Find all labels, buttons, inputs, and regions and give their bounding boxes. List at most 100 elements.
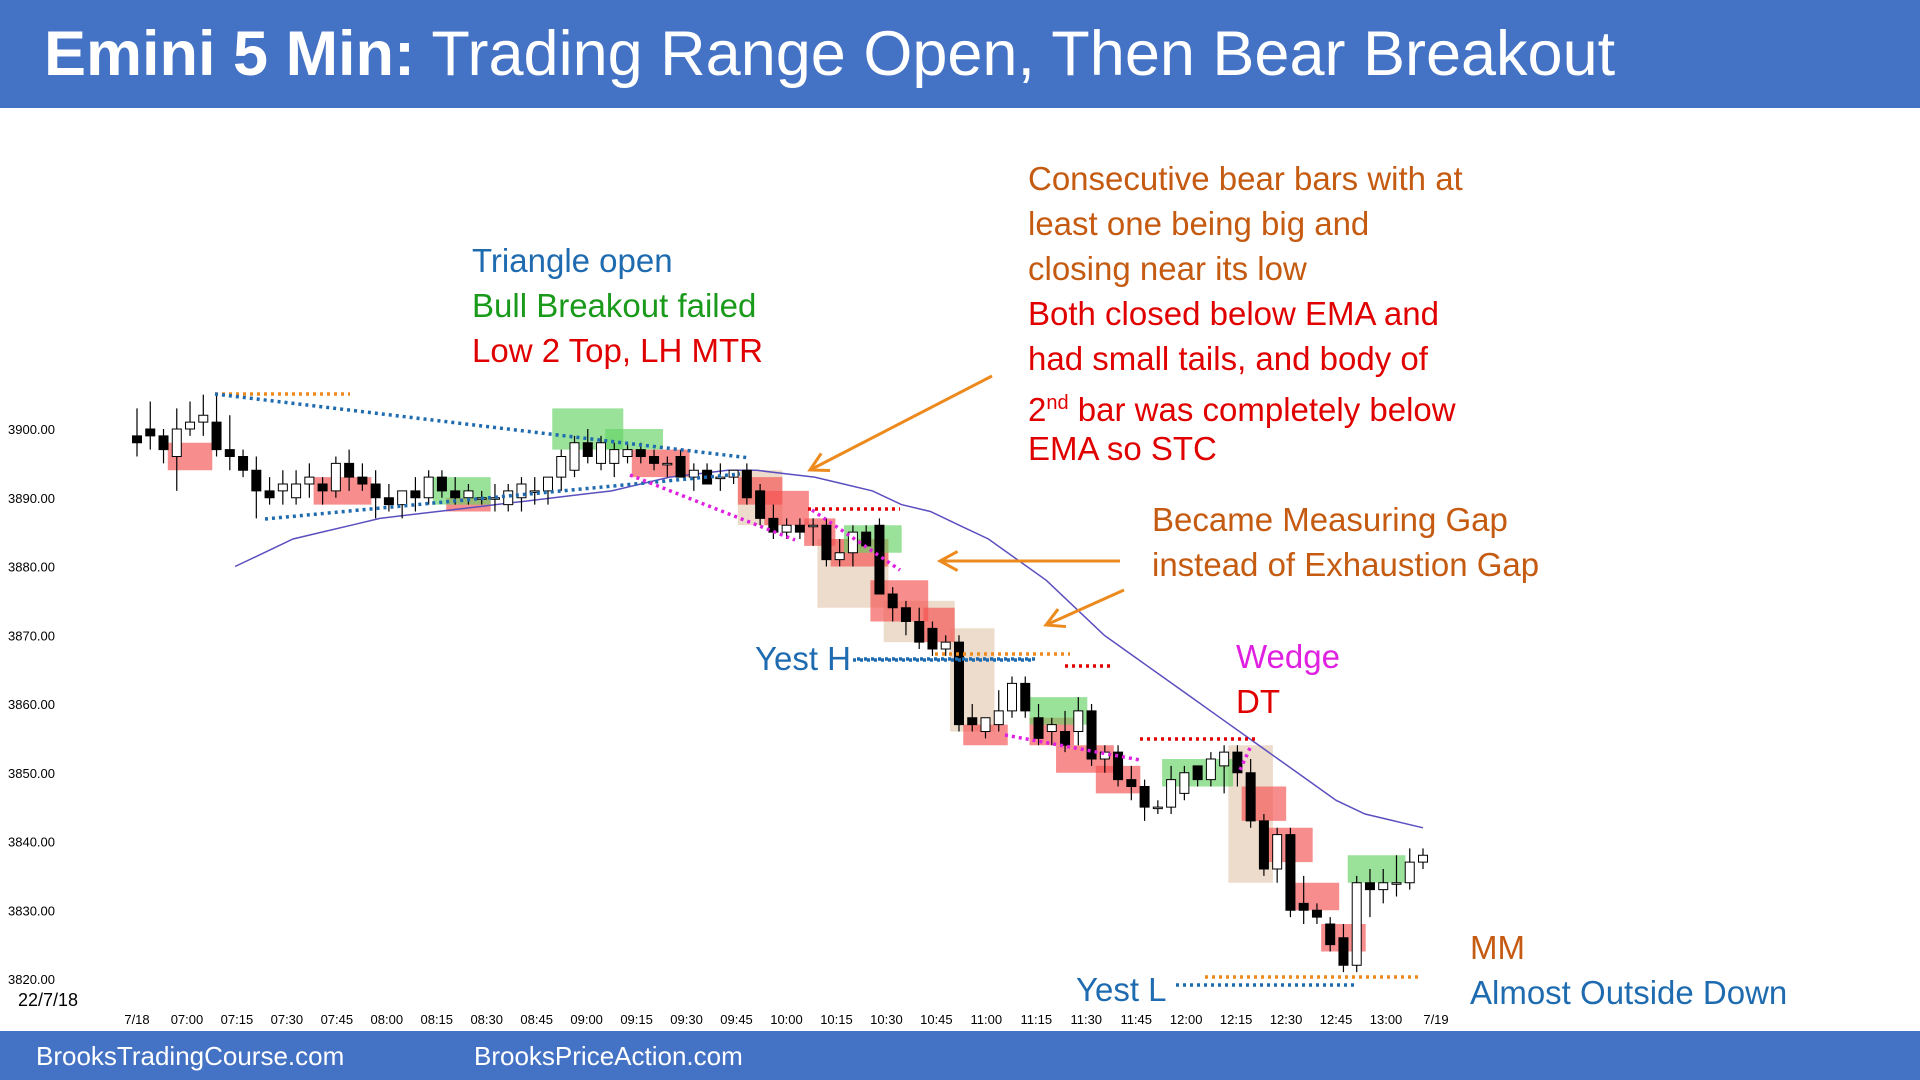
x-tick-label: 13:00 <box>1370 1012 1403 1027</box>
candle-body <box>582 442 593 457</box>
dt-label: DT <box>1236 683 1280 720</box>
candle-body <box>1139 786 1150 808</box>
y-tick-label: 3890.00 <box>8 491 55 506</box>
candle-body <box>1364 882 1375 891</box>
x-tick-label: 11:15 <box>1021 1012 1053 1027</box>
footer-left-link[interactable]: BrooksTradingCourse.com <box>36 1041 345 1071</box>
candle-body <box>1205 758 1216 781</box>
candle-body <box>967 717 978 726</box>
x-tick-label: 08:30 <box>470 1012 503 1027</box>
candle-body <box>1404 861 1415 884</box>
both-closed-line-2: had small tails, and body of <box>1028 340 1428 377</box>
candle-body <box>940 641 951 650</box>
candle-body <box>198 414 209 423</box>
candle-body <box>185 421 196 430</box>
y-tick-label: 3880.00 <box>8 560 55 575</box>
title-bold: Emini 5 Min: <box>44 19 416 89</box>
candle-body <box>344 462 355 478</box>
candle-body <box>927 627 938 650</box>
candle-body <box>688 469 699 478</box>
dotted-line <box>1004 733 1141 762</box>
candle-body <box>463 490 474 499</box>
yest-l-label: Yest L <box>1076 971 1167 1008</box>
x-tick-label: 08:00 <box>371 1012 404 1027</box>
measuring-gap-line-2: instead of Exhaustion Gap <box>1152 546 1540 583</box>
candle-body <box>277 483 288 492</box>
candle-body <box>264 490 275 499</box>
x-tick-label: 10:15 <box>820 1012 853 1027</box>
title-rest: Trading Range Open, Then Bear Breakout <box>415 19 1616 89</box>
candle-body <box>675 456 686 478</box>
candle-body <box>1086 710 1097 760</box>
candle-body <box>436 476 447 492</box>
candle-body <box>622 449 633 457</box>
candle-body <box>953 641 964 726</box>
x-tick-label: 07:15 <box>221 1012 254 1027</box>
candle-body <box>410 490 421 499</box>
candle-body <box>662 462 673 466</box>
candle-body <box>238 456 249 471</box>
y-tick-label: 3820.00 <box>8 972 55 987</box>
mm-label: MM <box>1470 929 1525 966</box>
candle-body <box>516 483 527 499</box>
candle-body <box>1219 751 1230 767</box>
candle-body <box>1418 854 1428 863</box>
dotted-line <box>214 392 751 460</box>
candle-body <box>900 607 911 622</box>
x-tick-label: 7/18 <box>124 1012 149 1027</box>
arrow-shaft <box>1045 588 1125 627</box>
yest-h-label: Yest H <box>755 640 852 677</box>
x-tick-label: 11:00 <box>971 1012 1003 1027</box>
candle-body <box>1152 806 1163 810</box>
candle-body <box>224 449 235 457</box>
ema-line <box>234 469 1424 829</box>
y-tick-label: 3870.00 <box>8 628 55 643</box>
candle-body <box>1007 682 1018 712</box>
candle-body <box>1272 834 1283 870</box>
chart-title: Emini 5 Min: Trading Range Open, Then Be… <box>44 18 1615 90</box>
candle-body <box>702 469 713 485</box>
second-bar-num: 2 <box>1028 391 1047 428</box>
candle-body <box>808 524 819 528</box>
candle-body <box>1126 779 1137 787</box>
x-tick-label: 12:00 <box>1170 1012 1203 1027</box>
candle-body <box>171 428 182 457</box>
y-tick-label: 3840.00 <box>8 835 55 850</box>
candle-body <box>1060 731 1071 746</box>
consecutive-bear-line-1: Consecutive bear bars with at <box>1028 160 1463 197</box>
candle-body <box>635 449 646 457</box>
x-tick-label: 07:30 <box>271 1012 304 1027</box>
consecutive-bear-line-2: least one being big and <box>1028 205 1370 242</box>
footer-right-link[interactable]: BrooksPriceAction.com <box>474 1041 743 1071</box>
x-tick-label: 08:45 <box>520 1012 553 1027</box>
candle-body <box>370 483 381 499</box>
candle-body <box>211 421 222 451</box>
candle-body <box>291 483 302 499</box>
title-bar: Emini 5 Min: Trading Range Open, Then Be… <box>0 0 1920 108</box>
candle-body <box>450 490 461 499</box>
bull-breakout-failed-label: Bull Breakout failed <box>472 287 757 324</box>
candle-body <box>847 531 858 554</box>
arrow-head <box>1043 608 1067 629</box>
x-tick-label: 10:45 <box>920 1012 953 1027</box>
x-tick-label: 07:00 <box>171 1012 204 1027</box>
arrow-head <box>936 550 959 572</box>
candle-body <box>251 469 262 492</box>
dotted-line <box>264 472 741 521</box>
x-tick-label: 10:00 <box>770 1012 803 1027</box>
candle-body <box>503 490 514 506</box>
candle-body <box>317 483 328 492</box>
candle-body <box>1325 923 1336 946</box>
x-tick-label: 09:15 <box>620 1012 653 1027</box>
measuring-gap-line-1: Became Measuring Gap <box>1152 501 1508 538</box>
candle-body <box>821 524 832 561</box>
candle-body <box>489 497 500 500</box>
candle-body <box>741 469 752 499</box>
dotted-line <box>629 473 796 542</box>
candle-body <box>1113 751 1124 781</box>
x-tick-label: 12:45 <box>1320 1012 1353 1027</box>
x-tick-label: 12:30 <box>1270 1012 1303 1027</box>
second-bar-rest: bar was completely below <box>1068 391 1456 428</box>
candle-body <box>397 490 408 506</box>
